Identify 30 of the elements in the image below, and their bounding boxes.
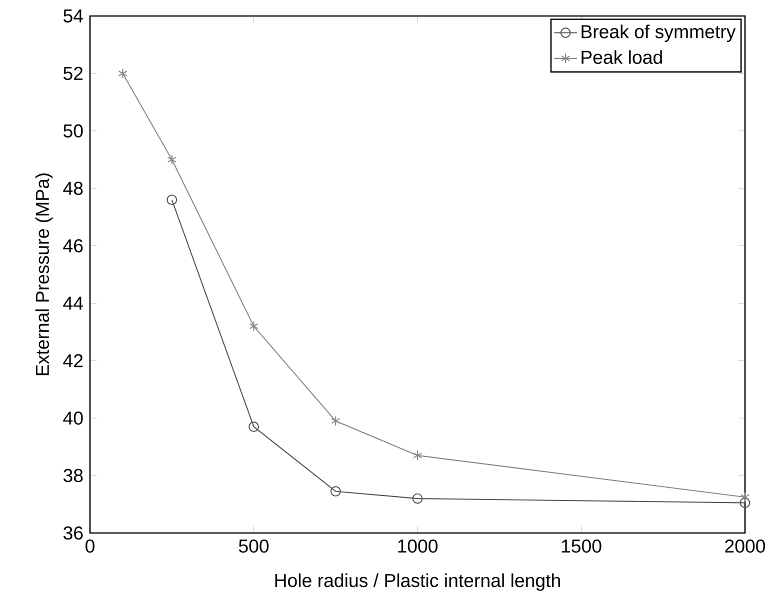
point	[412, 450, 422, 461]
point	[740, 492, 750, 502]
legend-label: Peak load	[582, 50, 662, 64]
point	[118, 68, 128, 79]
x-tick-label: 0	[86, 539, 94, 553]
y-axis-title: External Pressure (MPa)	[35, 174, 53, 376]
x-tick-label: 500	[238, 539, 269, 553]
x-tick-label: 2000	[725, 539, 766, 553]
x-axis-title: Hole radius / Plastic internal length	[275, 573, 560, 591]
point	[248, 422, 259, 432]
y-tick-label: 42	[63, 354, 83, 368]
y-tick-label: 54	[64, 9, 83, 23]
y-tick-label: 40	[63, 411, 83, 425]
point	[740, 498, 750, 508]
y-tick-label: 46	[63, 239, 83, 252]
y-tick-label: 48	[63, 182, 83, 195]
y-tick-label: 52	[64, 66, 83, 80]
point	[166, 194, 178, 206]
point	[249, 320, 258, 332]
point	[412, 493, 423, 504]
x-tick-label: 1500	[562, 539, 602, 553]
point	[331, 416, 340, 426]
y-tick-label: 36	[63, 526, 83, 540]
point	[330, 486, 341, 497]
y-tick-label: 44	[63, 296, 83, 310]
x-tick-label: 1000	[398, 539, 438, 553]
point	[167, 154, 176, 165]
y-tick-label: 50	[64, 124, 83, 138]
y-tick-label: 38	[63, 468, 83, 482]
legend-label: Break of symmetry	[582, 24, 736, 42]
